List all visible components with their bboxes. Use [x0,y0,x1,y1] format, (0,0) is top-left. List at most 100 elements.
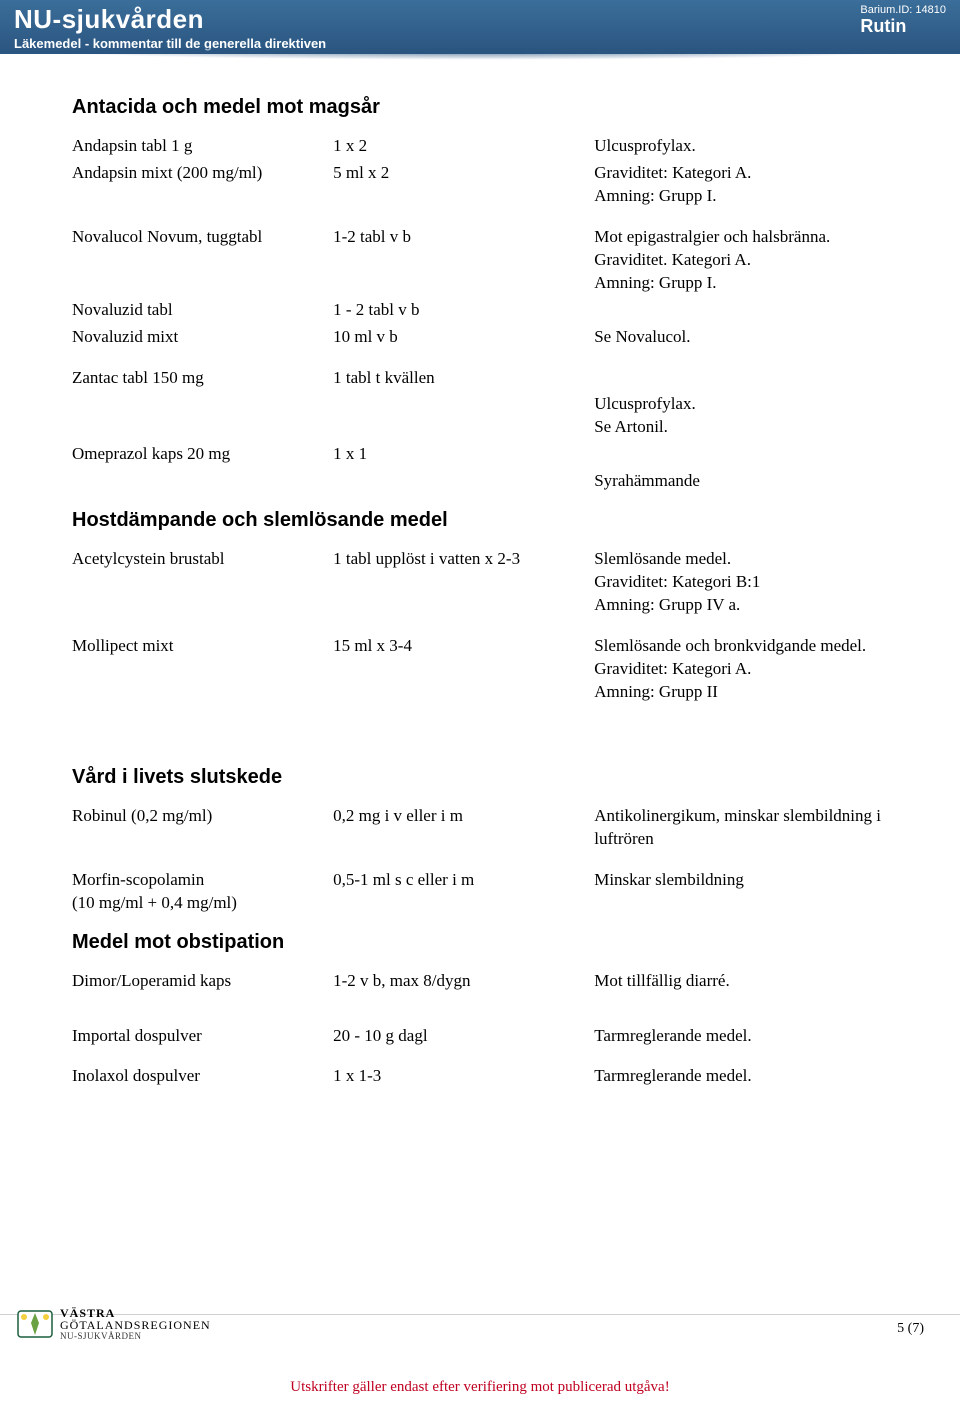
gap-cell [72,1009,888,1023]
table-row [72,995,888,1009]
dosage-cell: 1 tabl t kvällen [333,365,594,392]
comment-cell: Mot epigastralgier och halsbränna.Gravid… [594,224,888,297]
dosage-cell: 20 - 10 g dagl [333,1023,594,1050]
table-row: Ulcusprofylax.Se Artonil. [72,391,888,441]
comment-cell [594,441,888,468]
medication-table: Robinul (0,2 mg/ml)0,2 mg i v eller i mA… [72,803,888,917]
dosage-cell: 1-2 v b, max 8/dygn [333,968,594,995]
table-row [72,853,888,867]
drug-name-cell [72,468,333,495]
footer: VÄSTRA GÖTALANDSREGIONEN NU-SJUKVÅRDEN 5… [0,1314,960,1404]
drug-name-cell: Novaluzid mixt [72,324,333,351]
drug-name-cell: Andapsin mixt (200 mg/ml) [72,160,333,210]
comment-cell: Tarmreglerande medel. [594,1023,888,1050]
drug-name-cell: Importal dospulver [72,1023,333,1050]
comment-cell: Minskar slembildning [594,867,888,917]
dosage-cell [333,468,594,495]
logo-shield-icon [16,1305,54,1343]
table-row: Morfin-scopolamin(10 mg/ml + 0,4 mg/ml)0… [72,867,888,917]
drug-name-cell: Acetylcystein brustabl [72,546,333,619]
barium-id: Barium.ID: 14810 [860,4,946,16]
table-row: Novaluzid mixt10 ml v bSe Novalucol. [72,324,888,351]
comment-cell: Tarmreglerande medel. [594,1063,888,1090]
site-title: NU-sjukvården [14,4,946,35]
comment-cell: Graviditet: Kategori A.Amning: Grupp I. [594,160,888,210]
drug-name-cell: Novaluzid tabl [72,297,333,324]
table-row: Importal dospulver20 - 10 g daglTarmregl… [72,1023,888,1050]
dosage-cell: 0,2 mg i v eller i m [333,803,594,853]
doc-type-label: Rutin [860,16,946,37]
drug-name-cell: Zantac tabl 150 mg [72,365,333,392]
table-row: Novaluzid tabl1 - 2 tabl v b [72,297,888,324]
table-row: Dimor/Loperamid kaps1-2 v b, max 8/dygnM… [72,968,888,995]
table-row [72,619,888,633]
content-area: Antacida och medel mot magsår Andapsin ta… [0,54,960,1090]
gap-cell [72,995,888,1009]
drug-name-cell: Dimor/Loperamid kaps [72,968,333,995]
dosage-cell: 15 ml x 3-4 [333,633,594,706]
table-row [72,1009,888,1023]
drug-name-cell: Robinul (0,2 mg/ml) [72,803,333,853]
table-row: Syrahämmande [72,468,888,495]
table-row: Robinul (0,2 mg/ml)0,2 mg i v eller i mA… [72,803,888,853]
footer-logo: VÄSTRA GÖTALANDSREGIONEN NU-SJUKVÅRDEN [16,1305,211,1343]
table-row: Inolaxol dospulver1 x 1-3Tarmreglerande … [72,1063,888,1090]
dosage-cell: 1 x 1-3 [333,1063,594,1090]
logo-line2: GÖTALANDSREGIONEN [60,1319,211,1332]
dosage-cell: 1 x 2 [333,133,594,160]
drug-name-cell: Novalucol Novum, tuggtabl [72,224,333,297]
drug-name-cell: Inolaxol dospulver [72,1063,333,1090]
dosage-cell: 10 ml v b [333,324,594,351]
gap-cell [72,619,888,633]
medication-table: Dimor/Loperamid kaps1-2 v b, max 8/dygnM… [72,968,888,1091]
drug-name-cell [72,391,333,441]
table-row [72,1049,888,1063]
dosage-cell: 5 ml x 2 [333,160,594,210]
page-number: 5 (7) [897,1321,924,1337]
header-banner: NU-sjukvården Läkemedel - kommentar till… [0,0,960,54]
dosage-cell: 1 x 1 [333,441,594,468]
table-row [72,210,888,224]
comment-cell: Mot tillfällig diarré. [594,968,888,995]
drug-name-cell: Andapsin tabl 1 g [72,133,333,160]
section-heading: Medel mot obstipation [72,931,888,954]
gap-cell [72,351,888,365]
comment-cell: Syrahämmande [594,468,888,495]
medication-table: Andapsin tabl 1 g1 x 2Ulcusprofylax.Anda… [72,133,888,495]
dosage-cell: 1-2 tabl v b [333,224,594,297]
logo-line3: NU-SJUKVÅRDEN [60,1332,211,1341]
dosage-cell: 1 tabl upplöst i vatten x 2-3 [333,546,594,619]
comment-cell: Ulcusprofylax. [594,133,888,160]
table-row: Novalucol Novum, tuggtabl1-2 tabl v bMot… [72,224,888,297]
gap-cell [72,210,888,224]
drug-name-cell: Omeprazol kaps 20 mg [72,441,333,468]
table-row: Zantac tabl 150 mg1 tabl t kvällen [72,365,888,392]
section-heading: Hostdämpande och slemlösande medel [72,509,888,532]
medication-table: Acetylcystein brustabl1 tabl upplöst i v… [72,546,888,706]
gap-cell [72,853,888,867]
table-row: Andapsin tabl 1 g1 x 2Ulcusprofylax. [72,133,888,160]
table-row: Omeprazol kaps 20 mg1 x 1 [72,441,888,468]
comment-cell: Slemlösande medel.Graviditet: Kategori B… [594,546,888,619]
drug-name-cell: Morfin-scopolamin(10 mg/ml + 0,4 mg/ml) [72,867,333,917]
comment-cell [594,365,888,392]
dosage-cell: 1 - 2 tabl v b [333,297,594,324]
table-row [72,351,888,365]
dosage-cell [333,391,594,441]
section-heading: Vård i livets slutskede [72,766,888,789]
comment-cell: Slemlösande och bronkvidgande medel.Grav… [594,633,888,706]
comment-cell [594,297,888,324]
gap-cell [72,1049,888,1063]
site-subtitle: Läkemedel - kommentar till de generella … [14,36,946,51]
drug-name-cell: Mollipect mixt [72,633,333,706]
comment-cell: Antikolinergikum, minskar slembildning i… [594,803,888,853]
table-row: Acetylcystein brustabl1 tabl upplöst i v… [72,546,888,619]
dosage-cell: 0,5-1 ml s c eller i m [333,867,594,917]
comment-cell: Ulcusprofylax.Se Artonil. [594,391,888,441]
comment-cell: Se Novalucol. [594,324,888,351]
header-right: Barium.ID: 14810 Rutin [860,4,946,37]
section-heading: Antacida och medel mot magsår [72,96,888,119]
table-row: Andapsin mixt (200 mg/ml)5 ml x 2Gravidi… [72,160,888,210]
table-row: Mollipect mixt15 ml x 3-4Slemlösande och… [72,633,888,706]
footer-warning: Utskrifter gäller endast efter verifieri… [0,1379,960,1396]
